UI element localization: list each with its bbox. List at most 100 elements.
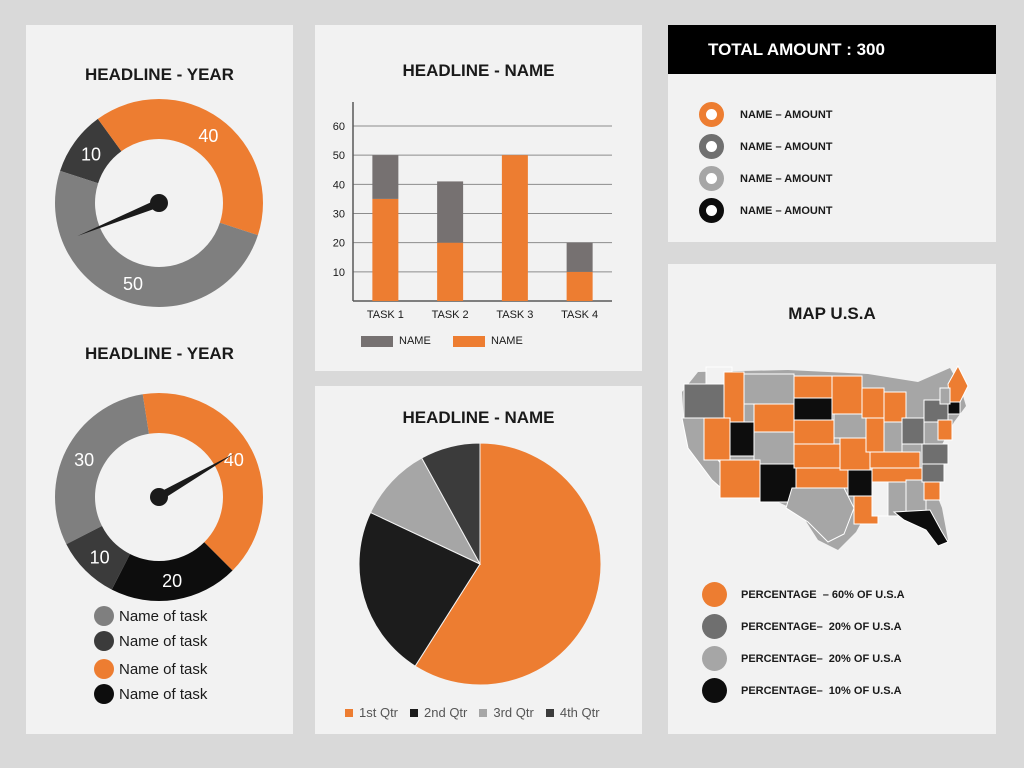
- legend-square-icon: [410, 708, 419, 717]
- map-state: [869, 451, 921, 469]
- bar-category-label: TASK 4: [561, 309, 598, 321]
- pie-slice: [421, 442, 481, 565]
- total-item: NAME – AMOUNT: [699, 198, 832, 223]
- legend-dot-icon: [702, 582, 727, 607]
- gauge-segment: [60, 118, 122, 184]
- map-state: [723, 371, 745, 423]
- pie-legend-item: 4th Qtr: [545, 705, 600, 720]
- pie-legend-label: 4th Qtr: [559, 705, 600, 720]
- pie-chart: [358, 442, 602, 686]
- map-state: [921, 443, 949, 465]
- gauge-segment-label: 50: [123, 274, 143, 294]
- pie-legend-label: 3rd Qtr: [493, 705, 534, 720]
- map-state: [939, 387, 951, 405]
- map-state: [861, 387, 885, 419]
- gauge-segment-label: 30: [74, 450, 94, 470]
- bar-segment: [372, 155, 399, 199]
- map-legend-label: PERCENTAGE– 20% OF U.S.A: [741, 652, 902, 665]
- pie-slice: [369, 457, 482, 566]
- map-state: [839, 437, 871, 471]
- gauge-segment-label: 40: [198, 126, 218, 146]
- bar-segment: [566, 242, 593, 272]
- map-state: [793, 419, 835, 445]
- bar-y-tick-label: 40: [333, 179, 345, 191]
- gauge-segment-label: 20: [162, 571, 182, 591]
- gauge2-chart: 30 40 20 10: [54, 393, 264, 601]
- gauge-needle: [77, 199, 161, 236]
- task-legend-label: Name of task: [119, 607, 208, 625]
- total-item-label: NAME – AMOUNT: [740, 172, 833, 185]
- pie-slice: [414, 442, 602, 686]
- gauge-segment: [111, 542, 233, 601]
- total-item-label: NAME – AMOUNT: [740, 140, 833, 153]
- bar-legend-label: NAME: [491, 335, 523, 347]
- bar-segment: [437, 242, 464, 301]
- bar-chart: 10 20 30 40 50 60 TASK 1 TASK 2 TASK 3 TASK 4: [333, 102, 612, 321]
- map-state: [892, 509, 949, 547]
- legend-dot-icon: [94, 659, 114, 679]
- map-state: [923, 481, 941, 501]
- bar-category-label: TASK 2: [432, 309, 469, 321]
- pie-legend: 1st Qtr 2nd Qtr 3rd Qtr 4th Qtr: [345, 705, 600, 720]
- map-state: [847, 469, 873, 497]
- map-state: [833, 413, 867, 439]
- total-item: NAME – AMOUNT: [699, 134, 832, 159]
- task-legend-item: Name of task: [94, 606, 207, 626]
- map-state: [753, 431, 795, 465]
- map-state: [905, 479, 927, 515]
- ring-dot-icon: [699, 134, 724, 159]
- map-legend-item: PERCENTAGE– 10% OF U.S.A: [702, 678, 902, 703]
- bar-segment: [566, 271, 593, 301]
- gauge-segment-label: 10: [90, 547, 110, 567]
- bar-segment: [437, 181, 464, 243]
- ring-dot-icon: [699, 198, 724, 223]
- legend-swatch-icon: [361, 335, 393, 347]
- legend-dot-icon: [94, 631, 114, 651]
- gauge-segment: [54, 394, 149, 545]
- pie-legend-label: 1st Qtr: [359, 705, 399, 720]
- gauge1-headline: HEADLINE - YEAR: [85, 65, 234, 84]
- pie-chart-panel: HEADLINE - NAME 1st Qtr 2nd Qtr 3rd Qtr …: [315, 386, 642, 734]
- map-state: [743, 373, 795, 405]
- task-legend-item: Name of task: [94, 659, 207, 679]
- bar-y-tick-label: 20: [333, 238, 345, 250]
- map-state: [865, 417, 885, 453]
- bar-segment: [372, 198, 399, 301]
- total-item-label: NAME – AMOUNT: [740, 204, 833, 217]
- gauge-segment: [142, 393, 264, 571]
- legend-dot-icon: [702, 678, 727, 703]
- map-state: [871, 481, 889, 517]
- map-state: [753, 403, 795, 433]
- map-state: [795, 467, 849, 489]
- legend-square-icon: [545, 708, 554, 717]
- map-state: [683, 383, 725, 419]
- total-panel: TOTAL AMOUNT : 300 NAME – AMOUNT NAME – …: [668, 25, 996, 242]
- map-state: [785, 487, 855, 543]
- total-item: NAME – AMOUNT: [699, 102, 832, 127]
- map-legend-item: PERCENTAGE – 60% OF U.S.A: [702, 582, 905, 607]
- legend-dot-icon: [94, 684, 114, 704]
- gauge2-headline: HEADLINE - YEAR: [85, 344, 234, 363]
- pie-legend-item: 1st Qtr: [345, 705, 398, 720]
- task-legend-item: Name of task: [94, 684, 207, 704]
- map-state: [793, 443, 841, 469]
- bar-category-label: TASK 1: [367, 309, 404, 321]
- map-state: [703, 417, 731, 461]
- legend-swatch-icon: [453, 335, 485, 347]
- bar-chart-panel: HEADLINE - NAME 10 20 30 40 50 60 TASK 1 TASK 2…: [315, 25, 642, 371]
- bar-segment: [501, 155, 528, 301]
- map-state: [831, 375, 863, 415]
- gauge-segment-label: 40: [224, 450, 244, 470]
- usa-map: [681, 364, 969, 550]
- total-item: NAME – AMOUNT: [699, 166, 832, 191]
- map-state: [793, 397, 833, 421]
- task-legend-item: Name of task: [94, 631, 207, 651]
- gauge-segment-label: 10: [81, 145, 101, 165]
- map-state: [921, 463, 945, 483]
- pie-legend-item: 3rd Qtr: [479, 705, 534, 720]
- bar-category-label: TASK 3: [496, 309, 533, 321]
- gauge-segment: [54, 170, 258, 307]
- bar-chart-title: HEADLINE - NAME: [402, 61, 555, 80]
- total-item-label: NAME – AMOUNT: [740, 108, 833, 121]
- map-state: [937, 419, 953, 441]
